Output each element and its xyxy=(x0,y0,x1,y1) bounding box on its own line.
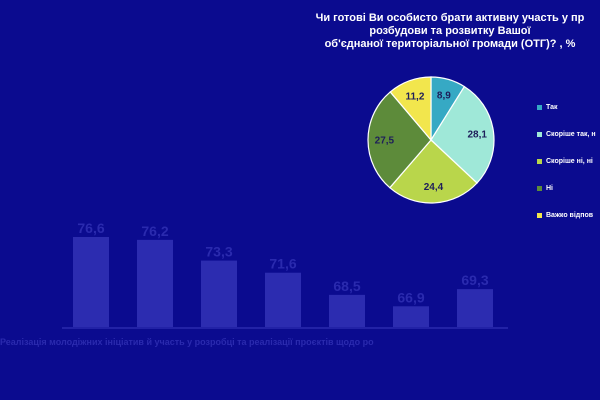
bar-value-label: 66,9 xyxy=(397,289,424,305)
bar xyxy=(137,239,173,327)
pie-slice-label: 28,1 xyxy=(467,129,487,140)
legend-label: Скоріше ні, ні xyxy=(546,157,593,165)
pie-title-line: розбудови та розвитку Вашої xyxy=(369,25,531,37)
legend-swatch xyxy=(537,158,542,164)
bar xyxy=(73,237,109,327)
bar xyxy=(201,260,237,327)
pie-slice xyxy=(388,139,478,204)
pie-slice xyxy=(430,85,495,184)
bar-value-label: 76,2 xyxy=(141,223,168,239)
pie-slice xyxy=(389,76,432,142)
pie-slice-label: 11,2 xyxy=(405,92,424,103)
pie-chart-title: Чи готові Ви особисто брати активну учас… xyxy=(300,12,600,51)
bar-value-label: 68,5 xyxy=(333,278,360,294)
bar-chart-caption: Реалізація молодіжних ініціатив й участь… xyxy=(0,337,374,347)
bar xyxy=(457,289,493,327)
bar-value-label: 71,6 xyxy=(269,256,296,272)
bar xyxy=(393,306,429,327)
bar-value-label: 69,3 xyxy=(461,272,488,288)
bar-value-label: 76,6 xyxy=(77,220,104,236)
legend-swatch xyxy=(537,185,542,191)
legend-item: Так xyxy=(537,100,600,114)
pie-title-line: об'єднаної територіальної громади (ОТГ)?… xyxy=(324,38,576,50)
legend-label: Важко відпов xyxy=(546,211,594,219)
legend-label: Скоріше так, н xyxy=(546,130,596,138)
legend-item: Ні xyxy=(537,181,600,195)
pie-legend: Так Скоріше так, н Скоріше ні, ні Ні Важ… xyxy=(537,100,600,235)
pie-chart: 8,9 28,1 24,4 27,5 11,2 xyxy=(367,76,495,204)
legend-item: Скоріше так, н xyxy=(537,127,600,141)
bar xyxy=(265,272,301,327)
bar-value-label: 73,3 xyxy=(205,244,232,260)
legend-item: Скоріше ні, ні xyxy=(537,154,600,168)
bar xyxy=(329,294,365,327)
pie-slice-label: 24,4 xyxy=(424,182,444,193)
pie-slice-label: 8,9 xyxy=(437,91,451,102)
pie-slice xyxy=(367,91,432,189)
legend-label: Так xyxy=(546,103,558,111)
pie-title-line: Чи готові Ви особисто брати активну учас… xyxy=(315,12,585,24)
legend-swatch xyxy=(537,104,542,110)
legend-swatch xyxy=(537,212,542,218)
pie-slice-label: 27,5 xyxy=(375,135,395,146)
bar-chart: 76,6 76,2 73,3 71,6 68,5 66,9 69,3 xyxy=(73,220,493,327)
legend-swatch xyxy=(537,131,542,137)
legend-label: Ні xyxy=(546,184,553,192)
legend-item: Важко відпов xyxy=(537,208,600,222)
